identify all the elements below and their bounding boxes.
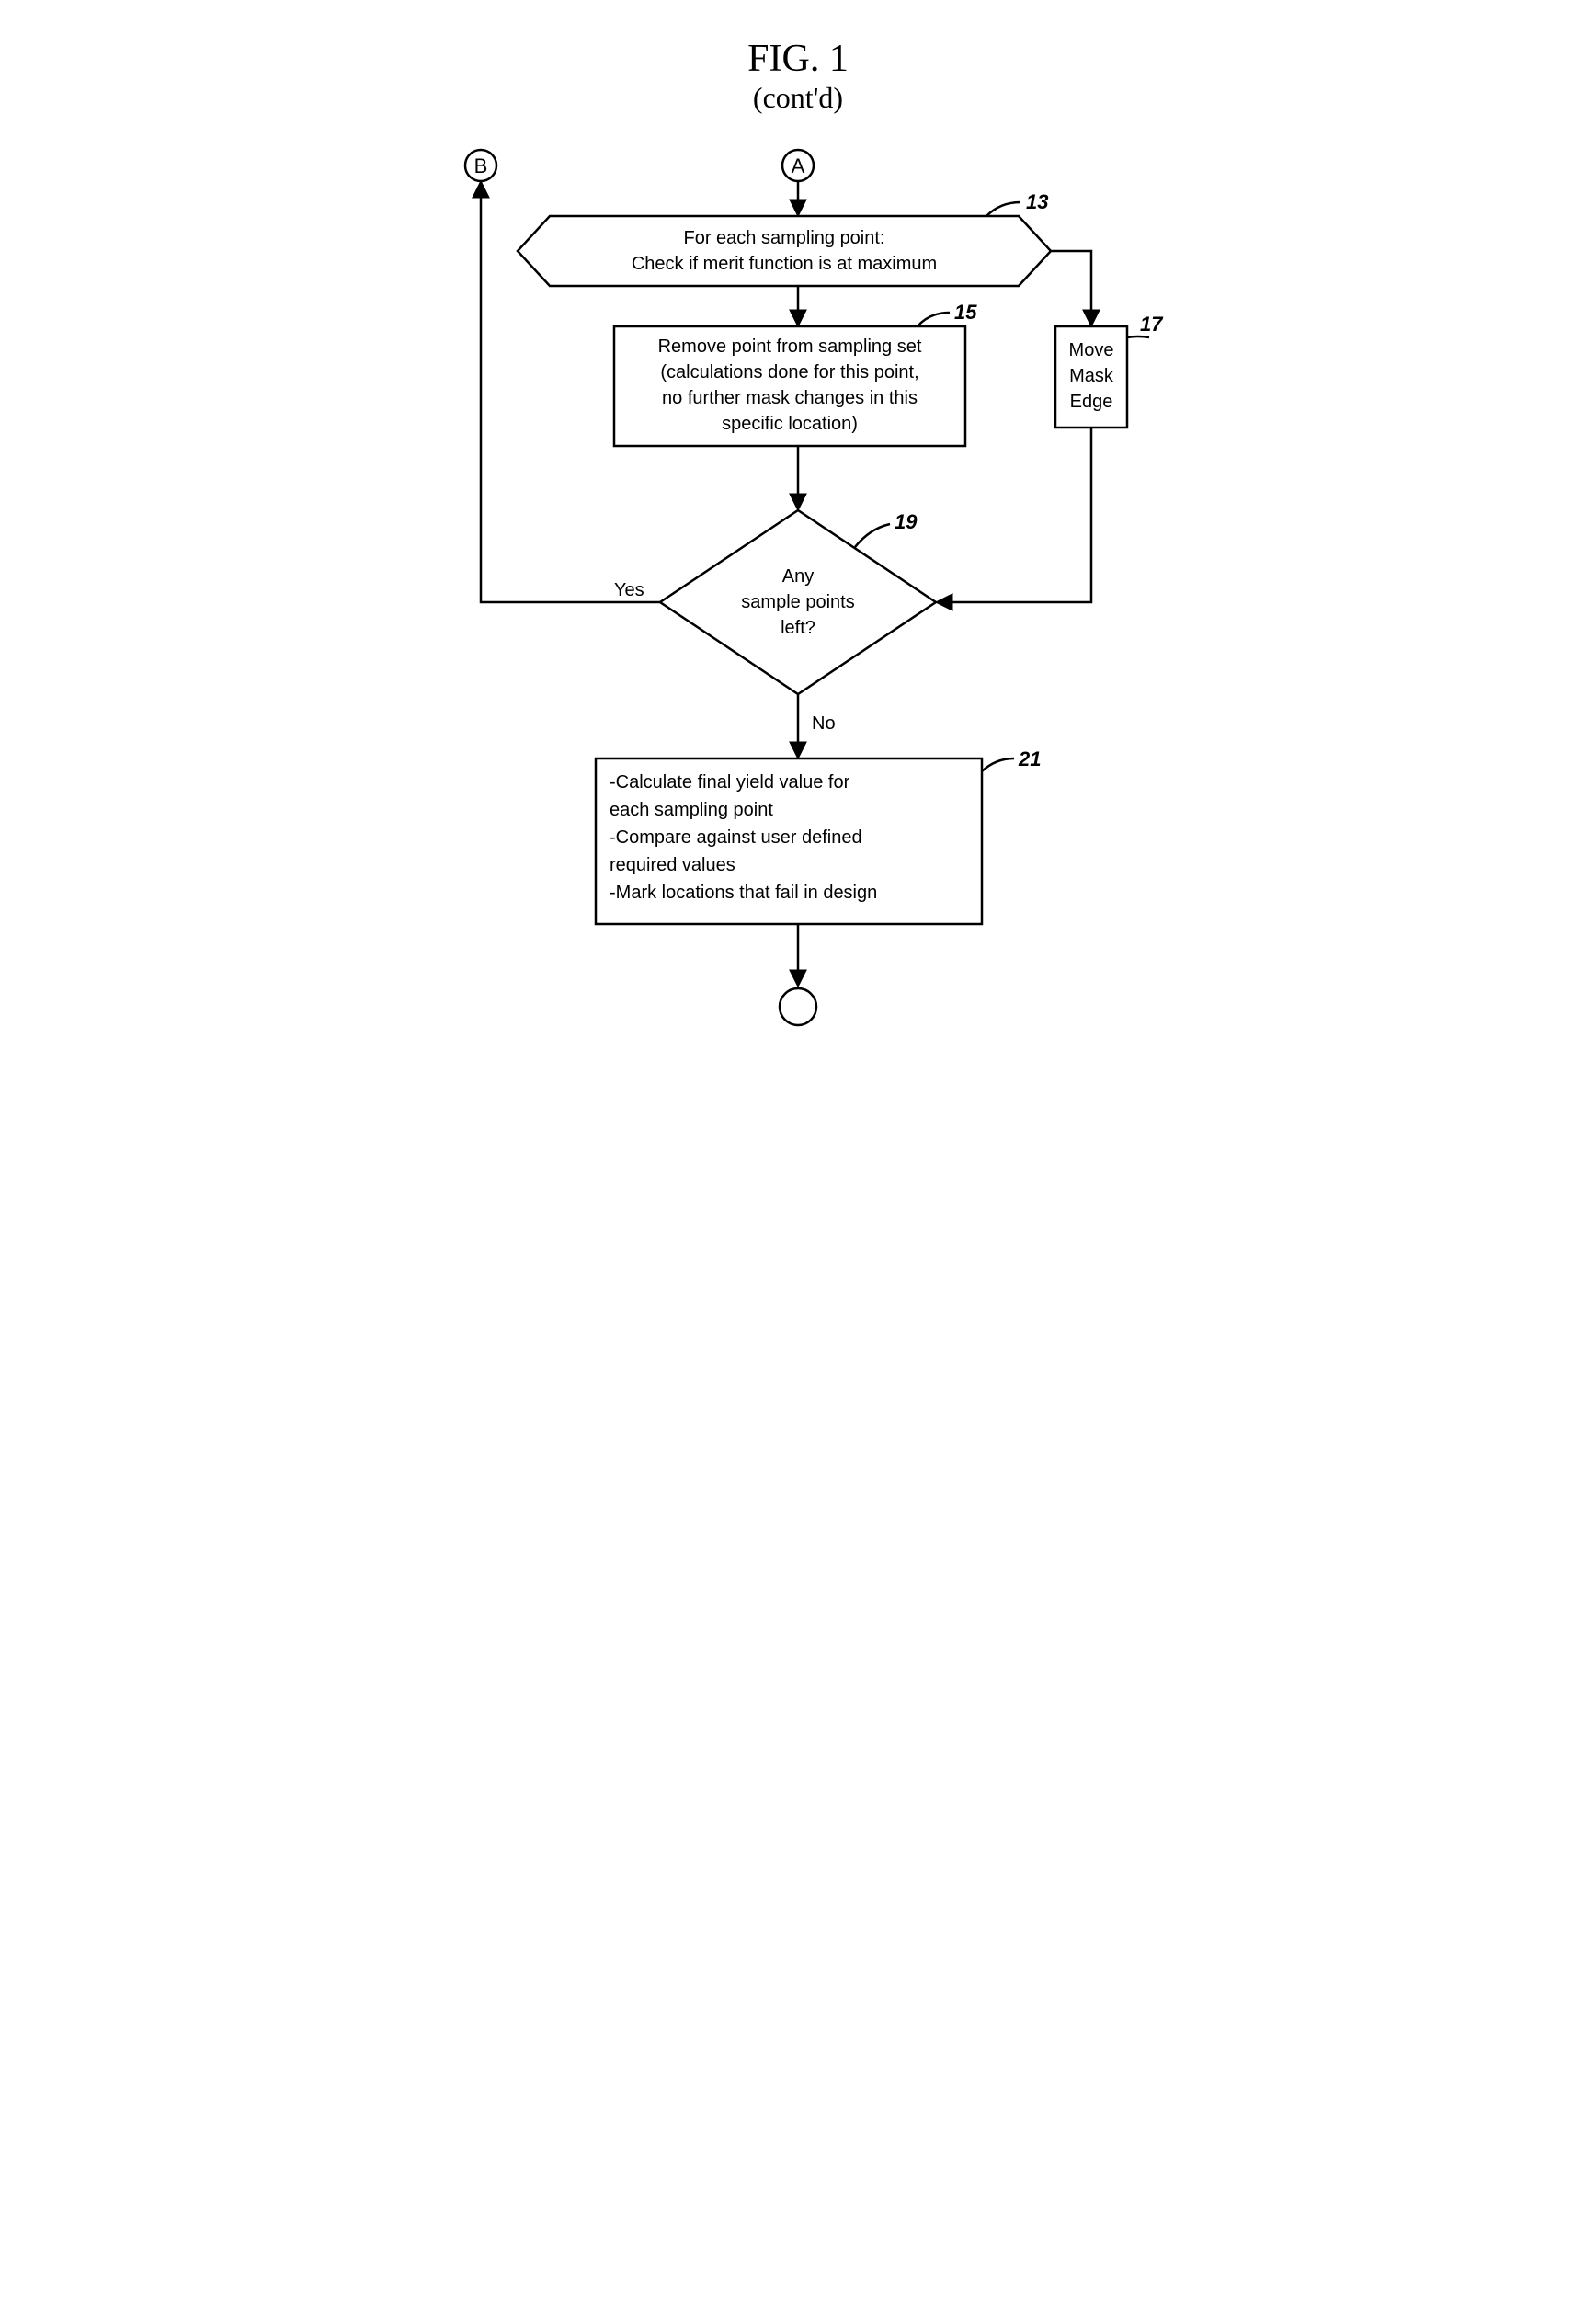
node-19-ref: 19: [895, 510, 918, 533]
node-21-line3: -Compare against user defined: [610, 827, 862, 848]
node-17-ref: 17: [1140, 313, 1164, 336]
node-21-ref: 21: [1018, 747, 1041, 770]
connector-a-label: A: [792, 154, 805, 177]
figure-container: FIG. 1 (cont'd) B A For each sampling po…: [430, 37, 1166, 1080]
node-15: Remove point from sampling set (calculat…: [614, 301, 977, 446]
node-13-line1: For each sampling point:: [683, 228, 884, 248]
node-15-ref: 15: [954, 301, 977, 324]
flowchart-svg: B A For each sampling point: Check if me…: [430, 143, 1166, 1080]
edge-yes-label: Yes: [614, 580, 644, 600]
edge-17-to-19: [938, 428, 1091, 602]
node-13: For each sampling point: Check if merit …: [518, 190, 1051, 286]
node-15-line3: no further mask changes in this: [662, 388, 918, 408]
node-21: -Calculate final yield value for each sa…: [596, 747, 1041, 924]
connector-a: A: [782, 150, 814, 181]
node-21-line2: each sampling point: [610, 800, 773, 820]
node-19: Any sample points left? 19: [660, 510, 936, 694]
node-17: Move Mask Edge 17: [1055, 313, 1164, 428]
edge-13-to-17: [1051, 251, 1091, 325]
node-15-line1: Remove point from sampling set: [658, 336, 922, 357]
figure-subtitle: (cont'd): [430, 81, 1166, 115]
node-21-line4: required values: [610, 855, 735, 875]
connector-b: B: [465, 150, 496, 181]
node-17-line2: Mask: [1069, 366, 1114, 386]
node-13-line2: Check if merit function is at maximum: [632, 254, 937, 274]
node-15-line4: specific location): [722, 414, 858, 434]
node-15-line2: (calculations done for this point,: [660, 362, 918, 382]
node-21-line5: -Mark locations that fail in design: [610, 883, 877, 903]
node-19-line1: Any: [782, 566, 814, 587]
edge-no-label: No: [812, 713, 836, 734]
node-13-ref: 13: [1026, 190, 1048, 213]
terminator: [780, 988, 816, 1025]
connector-b-label: B: [474, 154, 488, 177]
node-21-line1: -Calculate final yield value for: [610, 772, 850, 793]
node-17-line3: Edge: [1070, 392, 1113, 412]
node-19-line3: left?: [781, 618, 815, 638]
node-19-line2: sample points: [741, 592, 854, 612]
figure-title: FIG. 1: [430, 37, 1166, 81]
node-17-line1: Move: [1069, 340, 1114, 360]
